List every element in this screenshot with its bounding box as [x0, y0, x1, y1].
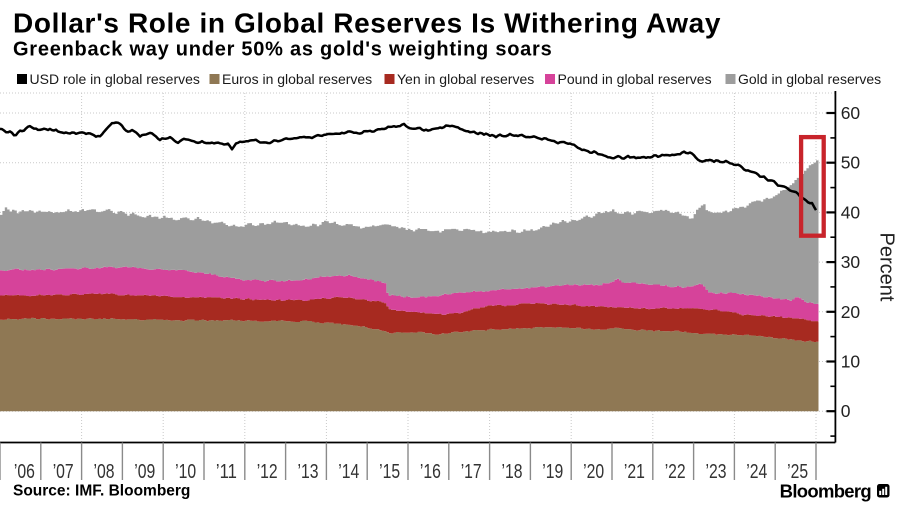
svg-text:’20: ’20 [583, 461, 604, 483]
svg-text:’09: ’09 [134, 461, 155, 483]
svg-text:’12: ’12 [257, 461, 278, 483]
svg-text:’19: ’19 [542, 461, 563, 483]
svg-text:’21: ’21 [624, 461, 645, 483]
svg-text:10: 10 [841, 352, 861, 372]
svg-text:’11: ’11 [216, 461, 237, 483]
svg-text:40: 40 [841, 202, 861, 222]
svg-text:Dollar's Role in Global Reserv: Dollar's Role in Global Reserves Is With… [13, 8, 721, 39]
svg-text:20: 20 [841, 302, 861, 322]
svg-text:Gold in global reserves: Gold in global reserves [738, 71, 881, 87]
svg-text:’16: ’16 [420, 461, 441, 483]
svg-text:USD role in global reserves: USD role in global reserves [30, 71, 200, 87]
svg-text:’08: ’08 [94, 461, 115, 483]
svg-text:’14: ’14 [338, 461, 359, 483]
svg-text:50: 50 [841, 153, 861, 173]
svg-text:’22: ’22 [665, 461, 686, 483]
svg-text:’10: ’10 [175, 461, 196, 483]
svg-text:’17: ’17 [461, 461, 482, 483]
svg-text:Bloomberg: Bloomberg [780, 481, 872, 502]
svg-text:Pound in global reserves: Pound in global reserves [558, 71, 712, 87]
svg-text:’07: ’07 [53, 461, 74, 483]
svg-text:60: 60 [841, 103, 861, 123]
svg-text:Percent: Percent [876, 233, 898, 302]
svg-text:0: 0 [841, 401, 851, 421]
svg-text:’15: ’15 [379, 461, 400, 483]
svg-text:’06: ’06 [14, 461, 35, 483]
svg-text:’23: ’23 [706, 461, 727, 483]
svg-text:Greenback way under 50% as gol: Greenback way under 50% as gold's weight… [13, 39, 552, 61]
svg-text:Euros in global reserves: Euros in global reserves [222, 71, 372, 87]
svg-text:Yen in global reserves: Yen in global reserves [397, 71, 534, 87]
svg-text:30: 30 [841, 252, 861, 272]
svg-text:’25: ’25 [787, 461, 808, 483]
svg-text:’13: ’13 [298, 461, 319, 483]
svg-text:’24: ’24 [746, 461, 767, 483]
svg-text:Source: IMF. Bloomberg: Source: IMF. Bloomberg [13, 483, 190, 500]
svg-text:’18: ’18 [502, 461, 523, 483]
